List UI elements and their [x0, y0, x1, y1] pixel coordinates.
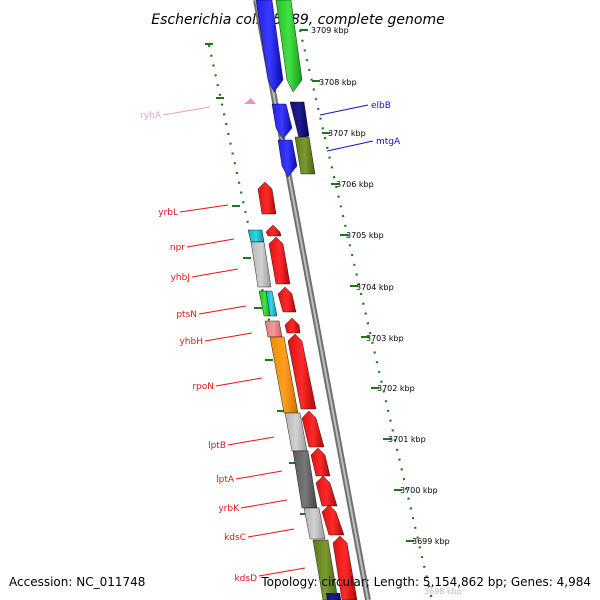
gene-label-mtgA: mtgA [376, 137, 401, 147]
gene-feature [268, 236, 291, 285]
gene-feature [312, 539, 339, 600]
gene-feature [289, 101, 310, 139]
gene-feature [265, 224, 282, 237]
scale-tick-label: 3704 kbp [356, 283, 394, 292]
gene-label-ryhA: ryhA [140, 111, 162, 121]
left-gene-labels: ryhA yrbL npr yhbJ ptsN yhbH rpoN lptB l… [140, 106, 306, 584]
gene-feature [326, 593, 341, 600]
genome-backbone [253, 0, 371, 600]
gene-feature [321, 504, 345, 536]
reverse-strand-features [244, 98, 358, 600]
gene-label-kdsC: kdsC [224, 533, 246, 543]
gene-feature [277, 139, 298, 178]
gene-feature [315, 475, 338, 507]
accession-text: Accession: NC_011748 [9, 575, 145, 589]
scale-tick-label: 3701 kbp [388, 435, 426, 444]
gene-label-lptA: lptA [216, 475, 235, 485]
right-gene-labels: elbB mtgA [319, 101, 401, 152]
gene-feature [303, 507, 326, 540]
gene-feature [301, 410, 325, 448]
gene-feature [332, 535, 358, 600]
inner-major-ticks [205, 43, 308, 515]
gene-label-npr: npr [170, 243, 185, 253]
gene-feature [275, 0, 303, 93]
gene-feature [284, 317, 301, 334]
scale-tick-label: 3709 kbp [311, 26, 349, 35]
gene-feature [310, 447, 331, 477]
scale-tick-label: 3708 kbp [319, 78, 357, 87]
gene-label-ptsN: ptsN [176, 310, 197, 320]
scale-tick-label: 3707 kbp [328, 129, 366, 138]
scale-tick-label: 3703 kbp [366, 334, 404, 343]
scale-tick-label: 3702 kbp [377, 384, 415, 393]
gene-feature [247, 229, 265, 243]
gene-feature [277, 286, 297, 313]
scale-tick-labels: 3709 kbp 3708 kbp 3707 kbp 3706 kbp 3705… [311, 26, 462, 596]
gene-feature [257, 181, 277, 215]
gene-feature [255, 0, 284, 93]
map-title: Escherichia coli 55989, complete genome [151, 12, 444, 28]
topology-text: Topology: circular; Length: 5,154,862 bp… [260, 575, 591, 589]
gene-label-yrbK: yrbK [218, 504, 240, 514]
gene-feature [244, 98, 256, 104]
scale-tick-label: 3698 kbp [424, 587, 462, 596]
gene-label-lptB: lptB [208, 441, 226, 451]
gene-feature [271, 103, 293, 140]
gene-feature [294, 136, 316, 175]
gene-label-yhbJ: yhbJ [171, 273, 190, 283]
gene-feature [287, 333, 317, 410]
gene-feature [265, 290, 278, 317]
gene-feature [264, 320, 283, 338]
forward-strand-features [255, 0, 316, 178]
gene-feature [250, 241, 272, 288]
outer-major-ticks [300, 29, 414, 542]
gene-label-yrbL: yrbL [158, 208, 178, 218]
scale-tick-label: 3706 kbp [336, 180, 374, 189]
gene-label-rpoN: rpoN [192, 382, 214, 392]
gene-label-yhbH: yhbH [179, 337, 203, 347]
scale-tick-label: 3700 kbp [400, 486, 438, 495]
scale-tick-label: 3699 kbp [412, 537, 450, 546]
scale-tick-label: 3705 kbp [346, 231, 384, 240]
gene-label-kdsD: kdsD [234, 574, 257, 584]
gene-label-elbB: elbB [371, 101, 391, 111]
